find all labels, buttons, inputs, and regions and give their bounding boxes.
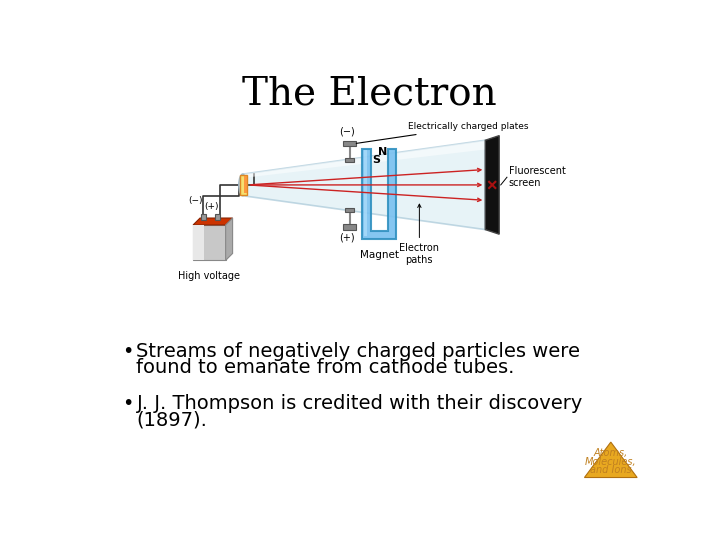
Text: J. J. Thompson is credited with their discovery: J. J. Thompson is credited with their di…: [137, 394, 583, 413]
Text: Streams of negatively charged particles were: Streams of negatively charged particles …: [137, 342, 580, 361]
Ellipse shape: [239, 174, 246, 195]
Polygon shape: [243, 140, 485, 230]
Polygon shape: [485, 136, 499, 234]
Bar: [345, 158, 354, 163]
Bar: [193, 225, 204, 260]
Text: Molecules,: Molecules,: [585, 457, 636, 467]
Polygon shape: [364, 151, 366, 237]
Bar: [193, 225, 225, 260]
Polygon shape: [243, 140, 485, 178]
Bar: [343, 141, 356, 146]
Polygon shape: [193, 218, 233, 225]
Text: and Ions: and Ions: [590, 465, 631, 475]
Text: (−): (−): [339, 126, 355, 136]
Bar: [343, 225, 356, 230]
Text: (+): (+): [340, 232, 355, 242]
Text: (1897).: (1897).: [137, 410, 207, 429]
Text: •: •: [122, 342, 134, 361]
Polygon shape: [225, 218, 233, 260]
Bar: [240, 175, 248, 195]
Text: found to emanate from cathode tubes.: found to emanate from cathode tubes.: [137, 358, 515, 377]
Text: Electrically charged plates: Electrically charged plates: [356, 123, 528, 144]
Bar: [215, 214, 220, 220]
Text: (+): (+): [204, 202, 219, 211]
Bar: [244, 177, 248, 193]
Bar: [345, 207, 354, 212]
Text: S: S: [372, 154, 380, 165]
Text: Electron
paths: Electron paths: [400, 244, 439, 265]
Text: N: N: [377, 147, 387, 157]
Text: Magnet: Magnet: [359, 250, 399, 260]
Text: Atoms,: Atoms,: [594, 448, 628, 458]
Text: The Electron: The Electron: [242, 76, 496, 112]
Bar: [201, 214, 206, 220]
Text: •: •: [122, 394, 134, 413]
Text: High voltage: High voltage: [179, 271, 240, 281]
Polygon shape: [585, 442, 637, 477]
Text: Fluorescent
screen: Fluorescent screen: [508, 166, 565, 188]
Text: (−): (−): [188, 196, 202, 205]
Polygon shape: [362, 149, 396, 239]
